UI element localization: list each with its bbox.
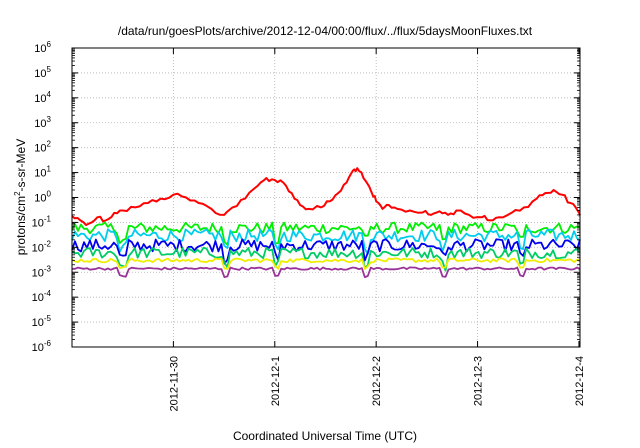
series-line-5 — [71, 257, 581, 270]
y-tick-label: 10-1 — [32, 214, 52, 229]
y-tick-base: 10 — [34, 168, 46, 180]
y-tick-base: 10 — [32, 217, 44, 229]
y-tick-base: 10 — [34, 93, 46, 105]
y-tick-exponent: -5 — [44, 314, 52, 323]
y-tick-base: 10 — [32, 292, 44, 304]
y-tick-exponent: 0 — [47, 190, 52, 199]
y-tick-label: 101 — [34, 165, 51, 180]
y-axis-label-suffix: -s-sr-MeV — [14, 139, 28, 192]
y-axis-label-prefix: protons/cm — [14, 196, 28, 255]
y-axis-ticks: 10-610-510-410-310-210-11001011021031041… — [32, 40, 580, 354]
y-tick-exponent: 4 — [47, 90, 52, 99]
y-tick-base: 10 — [34, 68, 46, 80]
y-tick-exponent: 5 — [47, 65, 52, 74]
x-tick-label: 2012-11-30 — [168, 356, 180, 411]
y-tick-exponent: -6 — [44, 339, 52, 348]
y-tick-label: 100 — [34, 190, 51, 205]
y-tick-label: 10-2 — [32, 239, 52, 254]
x-axis-ticks: 2012-11-30 2012-12-1 2012-12-2 2012-12-3 201… — [168, 48, 586, 411]
x-tick-label: 2012-12-2 — [371, 356, 383, 406]
y-tick-base: 10 — [32, 317, 44, 329]
y-tick-base: 10 — [34, 43, 46, 55]
y-tick-label: 10-4 — [32, 289, 52, 304]
series-line-6 — [72, 266, 581, 278]
y-tick-label: 10-5 — [32, 314, 52, 329]
y-tick-exponent: -2 — [44, 239, 52, 248]
y-tick-exponent: 3 — [47, 115, 52, 124]
y-tick-label: 10-6 — [32, 339, 52, 354]
chart-title: /data/run/goesPlots/archive/2012-12-04/0… — [118, 24, 533, 38]
y-tick-label: 106 — [34, 40, 51, 55]
series-line-2 — [71, 228, 581, 255]
y-tick-exponent: 6 — [47, 40, 52, 49]
y-tick-base: 10 — [32, 242, 44, 254]
y-axis-label-sup: 2 — [13, 191, 22, 196]
y-tick-base: 10 — [32, 267, 44, 279]
y-tick-label: 104 — [34, 90, 51, 105]
series-line-4 — [71, 246, 581, 272]
x-tick-label: 2012-12-3 — [473, 356, 485, 406]
y-tick-exponent: -1 — [44, 214, 52, 223]
y-tick-base: 10 — [34, 143, 46, 155]
y-tick-label: 102 — [34, 140, 51, 155]
y-tick-exponent: -4 — [44, 289, 52, 298]
y-tick-label: 105 — [34, 65, 51, 80]
x-axis-label: Coordinated Universal Time (UTC) — [233, 429, 417, 443]
x-tick-label: 2012-12-4 — [574, 356, 586, 406]
y-tick-label: 103 — [34, 115, 51, 130]
series-line-3 — [71, 238, 581, 265]
y-tick-base: 10 — [32, 342, 44, 354]
y-tick-base: 10 — [34, 118, 46, 130]
y-tick-exponent: -3 — [44, 264, 52, 273]
y-tick-exponent: 1 — [47, 165, 52, 174]
series-line-1 — [71, 221, 581, 246]
series-group — [71, 167, 581, 278]
y-tick-base: 10 — [34, 193, 46, 205]
y-tick-label: 10-3 — [32, 264, 52, 279]
y-axis-label: protons/cm2-s-sr-MeV — [13, 139, 28, 255]
y-tick-exponent: 2 — [47, 140, 52, 149]
series-line-0 — [71, 167, 581, 226]
x-tick-label: 2012-12-1 — [270, 356, 282, 406]
